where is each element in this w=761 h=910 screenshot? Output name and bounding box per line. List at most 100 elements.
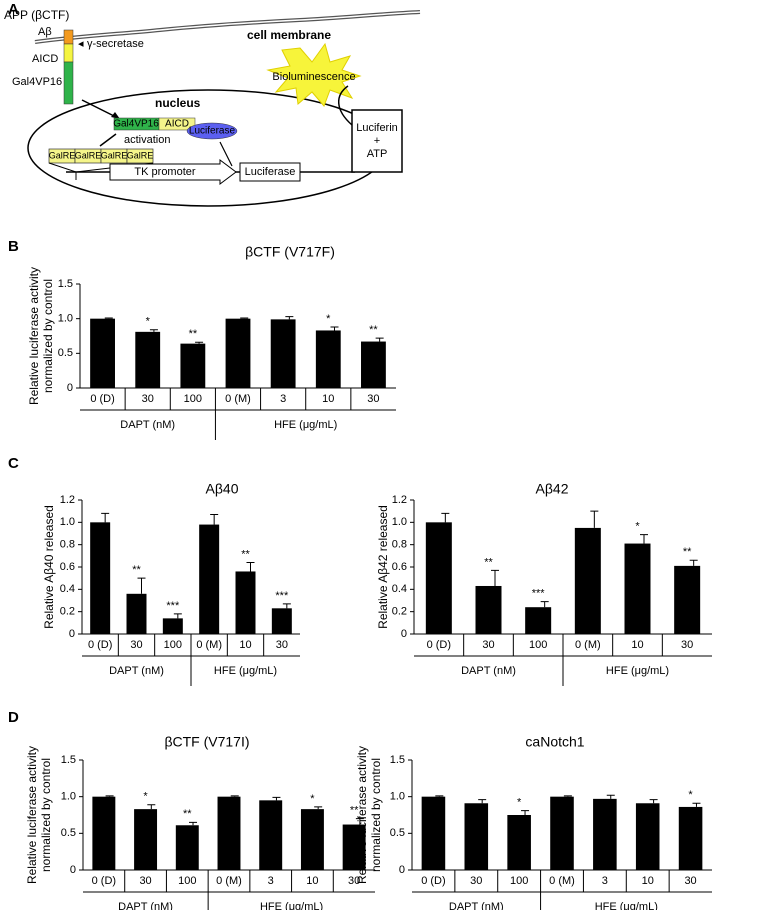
x-tick-label: 10 [631, 639, 643, 651]
error-bar [104, 317, 113, 319]
error-bar [246, 562, 255, 572]
bar [421, 796, 446, 870]
y-axis-label: Relative luciferase activity [25, 746, 39, 884]
y-tick-label: 1.0 [60, 516, 75, 528]
diagram: APP (βCTF) Aβ ◂ γ-secretase cell membran… [4, 8, 421, 207]
error-bar [606, 794, 615, 799]
bar [624, 543, 651, 634]
x-tick-label: 100 [529, 639, 547, 651]
error-bar [272, 796, 281, 801]
bar [678, 806, 703, 870]
significance-label: ** [183, 808, 192, 820]
bar [217, 796, 241, 870]
x-tick-label: 30 [139, 875, 151, 887]
panel-label: C [8, 455, 19, 472]
bar [315, 330, 341, 388]
error-bar [355, 818, 364, 825]
arrow [338, 85, 353, 126]
x-tick-label: 0 (M) [225, 393, 251, 405]
x-tick-label: 30 [684, 875, 696, 887]
error-bar [137, 577, 146, 594]
chart-title: βCTF (V717I) [164, 734, 249, 750]
y-tick-label: 0 [401, 628, 407, 640]
bar [225, 318, 251, 388]
group-label: HFE (μg/mL) [214, 665, 277, 677]
error-bar [330, 326, 339, 331]
bar [259, 800, 283, 870]
x-tick-label: 3 [280, 393, 286, 405]
bar [90, 318, 115, 388]
error-bar [590, 510, 599, 528]
error-bar [563, 795, 572, 797]
chart-title: βCTF (V717F) [245, 244, 335, 260]
x-tick-label: 0 (D) [427, 639, 451, 651]
label: activation [124, 134, 170, 146]
y-tick-label: 1.2 [60, 494, 75, 506]
significance-label: ** [132, 564, 141, 576]
panel-label: D [8, 709, 19, 726]
y-tick-label: 0 [70, 864, 76, 876]
error-bar [230, 795, 239, 797]
significance-label: ** [369, 324, 378, 336]
significance-label: * [326, 313, 331, 325]
x-tick-label: 0 (M) [575, 639, 601, 651]
y-tick-label: 0.5 [390, 827, 405, 839]
x-tick-label: 0 (D) [90, 393, 114, 405]
x-tick-label: 100 [178, 875, 196, 887]
x-tick-label: 0 (D) [92, 875, 116, 887]
y-tick-label: 0.6 [60, 561, 75, 573]
significance-label: ** [350, 805, 359, 817]
bar [674, 565, 701, 634]
significance-label: *** [166, 600, 180, 612]
significance-label: * [310, 793, 315, 805]
y-tick-label: 1.5 [58, 278, 73, 290]
group-label: DAPT (nM) [109, 665, 164, 677]
y-tick-label: 1.0 [390, 791, 405, 803]
y-tick-label: 1.0 [61, 791, 76, 803]
fusion-aicd [158, 117, 196, 131]
label: Luciferase [245, 166, 296, 178]
error-bar [147, 804, 156, 810]
x-tick-label: 30 [348, 875, 360, 887]
label: Gal4VP16 [113, 119, 159, 130]
group-label: HFE (μg/mL) [274, 419, 337, 431]
error-bar [640, 534, 648, 544]
significance-label: *** [275, 590, 289, 602]
error-bar [105, 795, 114, 797]
y-tick-label: 0.6 [392, 561, 407, 573]
bar [525, 607, 552, 634]
error-bar [649, 799, 658, 804]
x-tick-label: 30 [470, 875, 482, 887]
significance-label: * [635, 521, 640, 533]
x-tick-label: 10 [322, 393, 334, 405]
bar [342, 824, 366, 870]
group-label: DAPT (nM) [120, 419, 175, 431]
bar [507, 815, 531, 870]
error-bar [101, 512, 110, 523]
group-label: DAPT (nM) [461, 665, 516, 677]
error-bar [375, 337, 384, 342]
aicd-segment [63, 43, 74, 63]
y-axis-label: normalized by control [369, 758, 383, 872]
y-axis-label: Relative luciferase activity [355, 746, 369, 884]
significance-label: * [143, 791, 148, 803]
error-bar [521, 810, 530, 815]
luciferase-protein [186, 122, 238, 140]
arrow [219, 141, 233, 167]
chart-title: caNotch1 [525, 734, 584, 750]
bar [425, 522, 452, 634]
bar [300, 809, 324, 870]
label: Gal4VP16 [12, 76, 62, 88]
label: GalRE [49, 150, 76, 160]
label: + [374, 135, 380, 147]
label: GalRE [101, 150, 128, 160]
label: Luciferin [356, 122, 398, 134]
y-tick-label: 0 [399, 864, 405, 876]
y-axis-label: normalized by control [41, 279, 55, 393]
error-bar [173, 613, 182, 619]
y-tick-label: 0.5 [61, 827, 76, 839]
error-bar [435, 795, 444, 797]
x-tick-label: 100 [164, 639, 182, 651]
y-tick-label: 1.5 [61, 754, 76, 766]
y-tick-label: 0.5 [58, 347, 73, 359]
